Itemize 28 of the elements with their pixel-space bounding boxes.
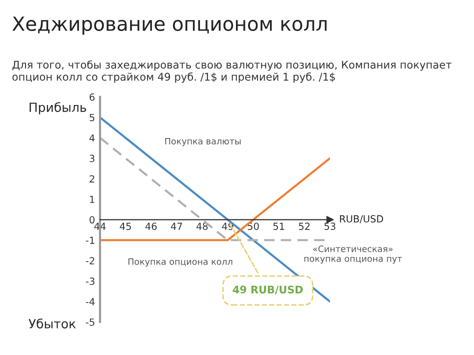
y-tick-label: -5 [86,318,94,326]
y-tick-label: 2 [90,175,94,182]
x-tick-label: 47 [170,222,182,230]
series-label: «Синтетическая» покупка опциона пут [304,245,402,264]
chart-title: Хеджирование опционом колл [12,16,327,35]
y-tick-label: 5 [90,114,94,122]
x-tick-label: 51 [273,222,284,230]
y-tick-label: -1 [86,236,94,244]
x-tick-label: 45 [120,222,131,230]
y-tick-label: 4 [89,134,95,142]
x-tick-label: 46 [145,222,157,230]
x-tick-label: 53 [324,222,336,230]
y-tick-label: 1 [90,196,94,203]
y-tick-label: -3 [86,278,94,285]
text: Убыток [28,318,76,328]
x-tick-label: 52 [298,222,310,230]
y-tick-label: 0 [90,216,95,224]
text: Покупка опциона колл [128,258,232,267]
y-tick-label: 6 [90,93,95,101]
text: Прибыль [30,102,86,114]
y-tick-label: -2 [86,257,94,264]
annotation: 49 RUB/USD [232,286,303,294]
y-tick-label: -4 [86,298,95,306]
y-tick-label: 3 [90,154,94,162]
text: Покупка валюты [165,138,241,146]
x-tick-label: 44 [94,222,106,230]
x-axis-title: RUB/USD [340,215,384,224]
chart-subtitle: Для того, чтобы захеджировать свою валютную позицию, Компания покупает опцион колл со страйком 49 руб. /1$ и премией 1 руб. /1$ [12,60,452,83]
